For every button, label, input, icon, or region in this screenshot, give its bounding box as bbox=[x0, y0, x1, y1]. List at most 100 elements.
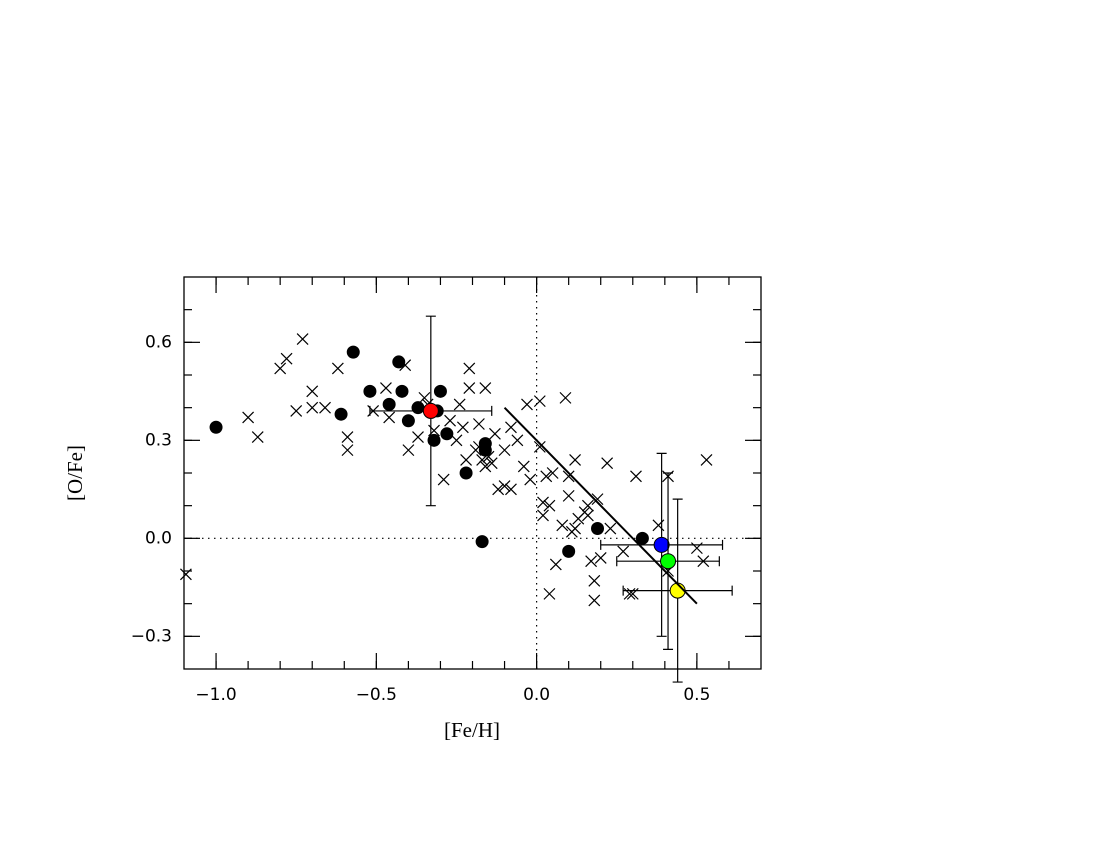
cross-point bbox=[453, 398, 466, 411]
cross-point bbox=[489, 427, 501, 440]
cross-point bbox=[418, 391, 431, 404]
cross-point bbox=[341, 444, 354, 457]
x-tick-label: 0.5 bbox=[683, 685, 710, 705]
cross-point bbox=[296, 333, 309, 345]
cross-point bbox=[251, 431, 264, 443]
x-tick-label: −1.0 bbox=[195, 685, 236, 705]
cross-point bbox=[543, 499, 556, 512]
x-tick-label: 0.0 bbox=[523, 685, 550, 705]
circle-point bbox=[401, 414, 415, 428]
circle-point bbox=[346, 345, 360, 359]
circle-point bbox=[478, 443, 492, 457]
y-tick-label: 0.6 bbox=[145, 332, 172, 352]
cross-point bbox=[533, 395, 546, 408]
y-tick-label: 0.0 bbox=[145, 528, 172, 548]
cross-point bbox=[319, 401, 331, 414]
cross-point bbox=[604, 522, 617, 535]
cross-point bbox=[540, 470, 553, 483]
cross-point bbox=[559, 391, 572, 404]
circle-point bbox=[459, 466, 473, 480]
circle-point bbox=[422, 402, 439, 419]
cross-point bbox=[569, 522, 582, 535]
cross-point bbox=[492, 483, 505, 496]
cross-point bbox=[444, 414, 456, 427]
cross-point bbox=[591, 493, 604, 506]
cross-point bbox=[472, 418, 485, 430]
cross-point bbox=[479, 382, 492, 394]
cross-point bbox=[306, 401, 319, 414]
cross-point bbox=[242, 411, 255, 424]
cross-point bbox=[280, 352, 293, 365]
cross-point bbox=[290, 405, 303, 417]
y-axis-label: [O/Fe] bbox=[63, 445, 87, 501]
cross-point bbox=[524, 473, 537, 486]
cross-point bbox=[505, 483, 517, 496]
x-tick-label: −0.5 bbox=[356, 685, 397, 705]
circle-point bbox=[363, 384, 377, 398]
cross-point bbox=[383, 411, 396, 424]
cross-point bbox=[594, 552, 607, 564]
cross-point bbox=[652, 519, 665, 532]
circle-point bbox=[475, 535, 489, 549]
cross-point bbox=[588, 574, 601, 587]
cross-point bbox=[581, 509, 594, 522]
cross-point bbox=[511, 434, 524, 447]
circle-point bbox=[440, 427, 454, 441]
cross-point bbox=[306, 385, 319, 398]
circle-point bbox=[392, 355, 406, 369]
circle-point bbox=[660, 553, 677, 570]
cross-point bbox=[585, 555, 598, 568]
cross-point bbox=[700, 454, 713, 466]
cross-point bbox=[331, 362, 344, 375]
cross-point bbox=[601, 457, 614, 470]
cross-point bbox=[505, 421, 517, 434]
circle-point bbox=[427, 433, 441, 447]
circle-point bbox=[433, 384, 447, 398]
cross-point bbox=[517, 460, 530, 473]
cross-point bbox=[179, 568, 192, 581]
circle-point bbox=[653, 536, 670, 553]
cross-point bbox=[498, 444, 511, 457]
cross-point bbox=[450, 434, 463, 447]
y-tick-label: −0.3 bbox=[131, 626, 172, 646]
circle-point bbox=[334, 407, 348, 421]
cross-point bbox=[456, 421, 469, 434]
cross-point bbox=[437, 473, 450, 486]
cross-point bbox=[521, 398, 533, 411]
y-tick-label: 0.3 bbox=[145, 430, 172, 450]
cross-point bbox=[588, 594, 601, 607]
cross-point bbox=[546, 467, 559, 479]
circle-point bbox=[209, 420, 223, 434]
trend-line bbox=[503, 406, 698, 605]
cross-point bbox=[562, 489, 575, 502]
cross-point bbox=[341, 431, 354, 443]
cross-point bbox=[543, 587, 556, 600]
circle-point bbox=[411, 401, 425, 415]
cross-point bbox=[556, 519, 569, 532]
cross-point bbox=[402, 444, 415, 457]
cross-point bbox=[537, 496, 549, 509]
cross-point bbox=[460, 454, 473, 466]
cross-point bbox=[533, 440, 546, 453]
cross-point bbox=[569, 454, 582, 466]
cross-point bbox=[630, 470, 642, 483]
cross-point bbox=[463, 362, 476, 375]
cross-point bbox=[581, 499, 594, 512]
cross-point bbox=[498, 480, 511, 492]
cross-point bbox=[485, 457, 498, 470]
x-axis-label: [Fe/H] bbox=[444, 718, 500, 742]
cross-point bbox=[380, 382, 392, 394]
cross-point bbox=[274, 362, 287, 375]
circle-point bbox=[395, 384, 409, 398]
cross-point bbox=[479, 460, 492, 473]
cross-point bbox=[617, 545, 630, 558]
cross-point bbox=[562, 470, 575, 483]
cross-point bbox=[537, 509, 549, 522]
circle-point bbox=[382, 397, 396, 411]
cross-point bbox=[412, 431, 424, 443]
circle-point bbox=[562, 544, 576, 558]
cross-point bbox=[463, 382, 476, 394]
circle-point bbox=[591, 522, 605, 536]
cross-point bbox=[549, 558, 562, 571]
